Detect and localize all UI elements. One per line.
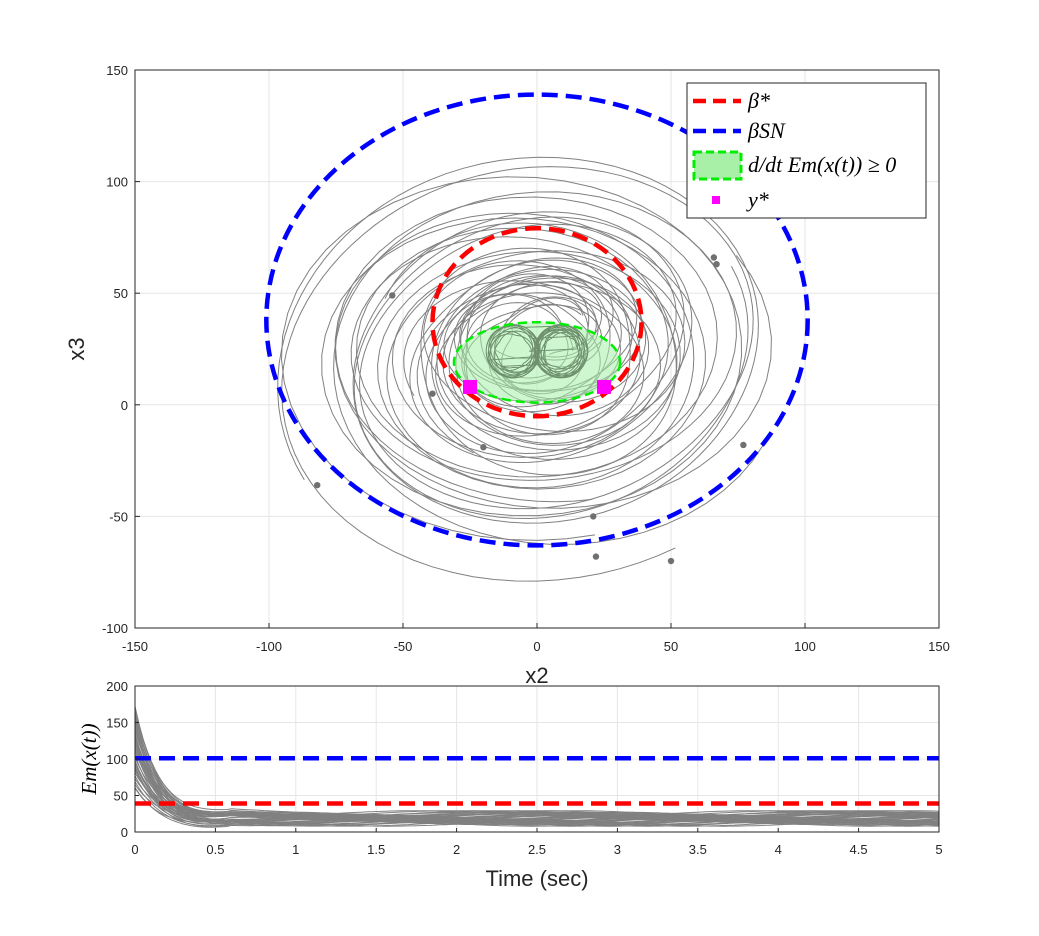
trajectory-start-point xyxy=(389,292,396,299)
phase-trajectory xyxy=(281,166,754,582)
energy-tick-label-x: 2 xyxy=(453,842,460,857)
trajectory-start-point xyxy=(314,481,321,489)
y-star-marker xyxy=(597,379,611,394)
energy-tick-label-y: 50 xyxy=(114,789,128,804)
phase-tick-label-x: -100 xyxy=(256,639,282,654)
energy-plot-trajectories xyxy=(134,706,940,828)
legend-label-beta-star: β* xyxy=(747,88,770,113)
trajectory-start-point xyxy=(592,553,600,560)
trajectory-start-point xyxy=(429,390,436,397)
dEm-region-boundary xyxy=(452,320,622,404)
phase-tick-label-x: -50 xyxy=(394,639,413,654)
phase-trajectory xyxy=(335,212,695,503)
phase-tick-label-y: 0 xyxy=(121,398,128,413)
energy-tick-label-y: 150 xyxy=(106,716,128,731)
phase-attractor-overlay xyxy=(485,324,589,379)
legend-label-beta-sn: βSN xyxy=(747,118,786,143)
energy-tick-label-y: 100 xyxy=(106,752,128,767)
phase-tick-label-x: 100 xyxy=(794,639,816,654)
phase-plot-ticks: -150 -100 -50 0 50 100 150 -100 -50 0 50 100 150 xyxy=(102,63,950,654)
phase-trajectory xyxy=(277,156,759,524)
trajectory-start-point xyxy=(710,254,718,261)
energy-tick-label-x: 5 xyxy=(935,842,942,857)
trajectory-start-point xyxy=(713,260,720,268)
energy-trajectory xyxy=(134,739,940,826)
phase-trajectory xyxy=(403,275,645,445)
phase-tick-label-x: 50 xyxy=(664,639,678,654)
legend-label-y-star: y* xyxy=(746,187,769,212)
legend-text-dEm-region: d/dt Em(x(t)) ≥ 0 xyxy=(748,152,896,177)
phase-tick-label-y: 50 xyxy=(114,286,128,301)
phase-tick-label-x: 0 xyxy=(533,639,540,654)
phase-tick-label-y: 150 xyxy=(106,63,128,78)
energy-tick-label-x: 3 xyxy=(614,842,621,857)
energy-trajectory xyxy=(134,760,940,826)
energy-tick-label-x: 3.5 xyxy=(689,842,707,857)
legend-box xyxy=(686,82,927,219)
phase-plot-xlabel: x2 xyxy=(525,663,548,688)
energy-plot-xlabel: Time (sec) xyxy=(485,866,588,891)
legend-label-dEm-region: d/dt Em(x(t)) ≥ 0 xyxy=(748,152,896,177)
legend-text-beta-sn: βSN xyxy=(747,118,786,143)
energy-tick-label-x: 0 xyxy=(131,842,138,857)
energy-trajectory xyxy=(134,712,939,824)
phase-tick-label-x: 150 xyxy=(928,639,950,654)
beta-sn-curve xyxy=(264,92,810,548)
phase-tick-label-y: -50 xyxy=(109,509,128,524)
energy-tick-label-y: 200 xyxy=(106,679,128,694)
phase-tick-label-y: -100 xyxy=(102,621,128,636)
energy-tick-label-x: 0.5 xyxy=(206,842,224,857)
beta-star-curve xyxy=(430,225,644,419)
trajectory-start-point xyxy=(590,513,597,520)
phase-plot-curves xyxy=(264,92,810,548)
trajectory-start-point xyxy=(740,441,747,449)
trajectory-start-point xyxy=(480,444,487,451)
energy-tick-label-x: 4.5 xyxy=(850,842,868,857)
energy-tick-label-x: 4 xyxy=(775,842,782,857)
energy-tick-label-x: 1 xyxy=(292,842,299,857)
energy-trajectory xyxy=(134,742,940,821)
energy-plot-ylabel: Em(x(t)) xyxy=(77,723,101,795)
legend-swatch-dEm-region xyxy=(692,150,743,181)
trajectory-start-point xyxy=(667,557,675,565)
legend-text-beta-star: β* xyxy=(747,88,770,113)
phase-plot-trajectory-starts xyxy=(314,254,747,565)
legend-text-y-star: y* xyxy=(746,187,769,212)
legend: β* βSN d/dt Em(x(t)) ≥ 0 y* xyxy=(686,82,927,219)
energy-tick-label-y: 0 xyxy=(121,825,128,840)
phase-tick-label-y: 100 xyxy=(106,175,128,190)
y-star-marker xyxy=(463,379,477,394)
phase-plot-ylabel: x3 xyxy=(64,337,89,360)
energy-tick-label-x: 1.5 xyxy=(367,842,385,857)
energy-plot-levels xyxy=(135,756,939,806)
energy-tick-label-x: 2.5 xyxy=(528,842,546,857)
phase-tick-label-x: -150 xyxy=(122,639,148,654)
legend-swatch-y-star xyxy=(712,196,720,204)
